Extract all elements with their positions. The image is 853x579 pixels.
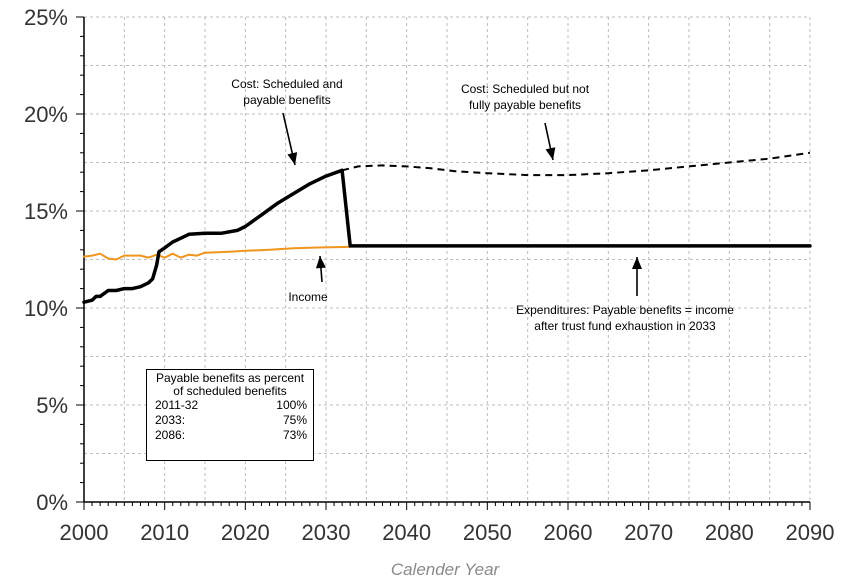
x-tick-label: 2030 — [302, 520, 351, 545]
x-tick-label: 2020 — [221, 520, 270, 545]
annotation-line: payable benefits — [243, 93, 330, 107]
x-tick-label: 2090 — [786, 520, 835, 545]
payable-row-period: 2011-32 — [155, 398, 199, 412]
y-tick-label: 10% — [24, 296, 68, 321]
payable-row-value: 100% — [276, 398, 307, 412]
series-line-cost-payable — [82, 168, 812, 304]
annotation-arrowhead — [545, 147, 556, 160]
annotation-cost-sched: Cost: Scheduled and payable benefits — [231, 77, 342, 107]
annotation-income: Income — [288, 290, 328, 304]
x-tick-label: 2000 — [60, 520, 109, 545]
annotation-arrowhead — [632, 257, 642, 269]
annotation-arrowhead — [315, 256, 326, 269]
annotation-line: Cost: Scheduled but not — [461, 82, 590, 96]
axes — [76, 16, 811, 510]
y-tick-label: 15% — [24, 199, 68, 224]
annotation-line: Cost: Scheduled and — [231, 77, 342, 91]
x-tick-label: 2070 — [624, 520, 673, 545]
annotation-cost-unpay: Cost: Scheduled but not fully payable ben… — [461, 82, 590, 112]
payable-row-value: 75% — [282, 413, 307, 427]
payable-box-title: Payable benefits as percent of scheduled… — [147, 372, 313, 398]
annotation-line: fully payable benefits — [469, 98, 581, 112]
series-line-cost-scheduled-unpayable — [341, 151, 811, 177]
payable-row-period: 2033: — [155, 413, 186, 427]
x-tick-label: 2080 — [705, 520, 754, 545]
y-tick-label: 20% — [24, 102, 68, 127]
payable-row-period: 2086: — [155, 428, 186, 442]
payable-benefits-box: Payable benefits as percent of scheduled… — [146, 369, 314, 461]
payable-row: 2011-32 100% — [147, 398, 313, 413]
payable-row-value: 73% — [282, 428, 307, 442]
x-tick-label: 2040 — [382, 520, 431, 545]
payable-row: 2086: 73% — [147, 428, 313, 443]
y-tick-label: 25% — [24, 5, 68, 30]
annotation-expend: Expenditures: Payable benefits = income a… — [516, 303, 734, 333]
tick-labels: 2000 2010 2020 2030 2040 2050 2060 2070 2080 2090… — [24, 5, 835, 545]
payable-box-title-line-2: of scheduled benefits — [173, 384, 287, 398]
annotations: Cost: Scheduled and payable benefitsCost:… — [231, 77, 734, 333]
x-tick-label: 2010 — [140, 520, 189, 545]
grid — [84, 16, 811, 502]
x-tick-label: 2050 — [463, 520, 512, 545]
annotation-line: Expenditures: Payable benefits = income — [516, 303, 734, 317]
payable-box-title-line-1: Payable benefits as percent — [155, 371, 305, 385]
annotation-line: Income — [288, 290, 328, 304]
annotation-arrows — [282, 112, 642, 296]
payable-row: 2033: 75% — [147, 413, 313, 428]
x-axis-label: Calender Year — [391, 560, 501, 579]
y-tick-label: 0% — [36, 490, 68, 515]
y-tick-label: 5% — [36, 393, 68, 418]
x-tick-label: 2060 — [544, 520, 593, 545]
annotation-line: after trust fund exhaustion in 2033 — [534, 319, 716, 333]
series-layer — [82, 151, 812, 304]
series-line-income — [83, 245, 352, 261]
annotation-arrowhead — [287, 152, 298, 165]
